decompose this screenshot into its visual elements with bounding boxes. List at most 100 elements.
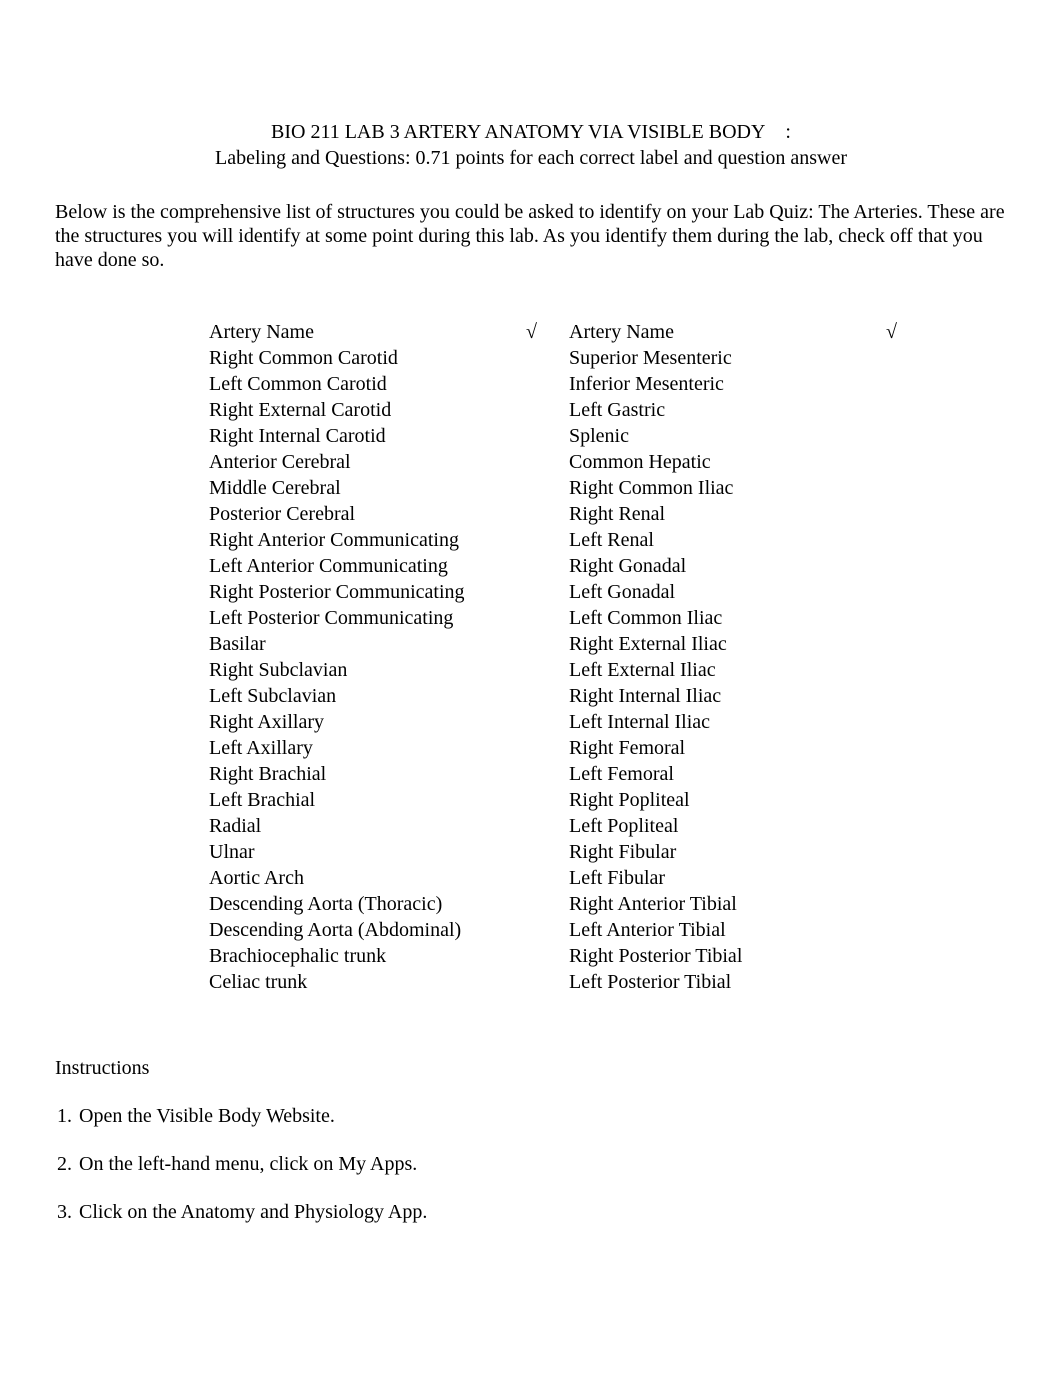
artery-name-cell: Left Anterior Communicating — [201, 554, 526, 580]
artery-check-cell — [526, 398, 561, 424]
table-row: Right Internal Carotid — [201, 424, 561, 450]
artery-name-cell: Celiac trunk — [201, 970, 526, 996]
table-row: Right Anterior Tibial — [561, 892, 921, 918]
table-row: Left External Iliac — [561, 658, 921, 684]
table-row: Right Fibular — [561, 840, 921, 866]
table-row: Right Common Carotid — [201, 346, 561, 372]
artery-name-cell: Left Gastric — [561, 398, 886, 424]
table-row: Left Femoral — [561, 762, 921, 788]
artery-check-cell — [886, 840, 921, 866]
artery-name-cell: Left Common Carotid — [201, 372, 526, 398]
table-row: Brachiocephalic trunk — [201, 944, 561, 970]
artery-name-cell: Left Posterior Communicating — [201, 606, 526, 632]
table-row: Right Gonadal — [561, 554, 921, 580]
artery-name-cell: Superior Mesenteric — [561, 346, 886, 372]
artery-check-cell — [526, 840, 561, 866]
artery-check-cell — [886, 788, 921, 814]
artery-name-cell: Right Femoral — [561, 736, 886, 762]
table-header-name: Artery Name — [201, 320, 526, 346]
artery-check-cell — [886, 892, 921, 918]
table-row: Right Posterior Tibial — [561, 944, 921, 970]
artery-name-cell: Right Common Carotid — [201, 346, 526, 372]
artery-name-cell: Descending Aorta (Abdominal) — [201, 918, 526, 944]
artery-name-cell: Ulnar — [201, 840, 526, 866]
table-row: Descending Aorta (Abdominal) — [201, 918, 561, 944]
artery-check-cell — [886, 398, 921, 424]
artery-check-cell — [526, 970, 561, 996]
table-row: Middle Cerebral — [201, 476, 561, 502]
artery-check-cell — [526, 632, 561, 658]
artery-check-cell — [526, 762, 561, 788]
title-colon: : — [785, 121, 791, 143]
artery-name-cell: Right Internal Carotid — [201, 424, 526, 450]
artery-check-cell — [526, 736, 561, 762]
instruction-item: On the left-hand menu, click on My Apps. — [77, 1152, 1007, 1176]
table-row: Left Popliteal — [561, 814, 921, 840]
table-row: Radial — [201, 814, 561, 840]
table-row: Basilar — [201, 632, 561, 658]
artery-table-right: Artery Name √ Superior MesentericInferio… — [561, 320, 921, 996]
artery-check-cell — [886, 372, 921, 398]
artery-name-cell: Right Subclavian — [201, 658, 526, 684]
artery-check-cell — [886, 502, 921, 528]
instructions-heading: Instructions — [55, 1056, 1007, 1080]
artery-name-cell: Left Gonadal — [561, 580, 886, 606]
table-row: Right External Carotid — [201, 398, 561, 424]
artery-name-cell: Brachiocephalic trunk — [201, 944, 526, 970]
table-row: Left Subclavian — [201, 684, 561, 710]
artery-check-cell — [886, 450, 921, 476]
table-row: Right Common Iliac — [561, 476, 921, 502]
artery-check-cell — [886, 346, 921, 372]
table-row: Left Anterior Communicating — [201, 554, 561, 580]
title-text: BIO 211 LAB 3 ARTERY ANATOMY VIA VISIBLE… — [271, 121, 765, 143]
artery-check-cell — [526, 372, 561, 398]
artery-check-cell — [886, 658, 921, 684]
title-line-2: Labeling and Questions: 0.71 points for … — [55, 146, 1007, 170]
table-header-check: √ — [886, 320, 921, 346]
table-row: Superior Mesenteric — [561, 346, 921, 372]
table-row: Left Anterior Tibial — [561, 918, 921, 944]
table-row: Right External Iliac — [561, 632, 921, 658]
artery-check-cell — [526, 892, 561, 918]
artery-name-cell: Middle Cerebral — [201, 476, 526, 502]
table-row: Left Gastric — [561, 398, 921, 424]
artery-name-cell: Left Axillary — [201, 736, 526, 762]
artery-check-cell — [526, 476, 561, 502]
artery-name-cell: Common Hepatic — [561, 450, 886, 476]
table-row: Right Popliteal — [561, 788, 921, 814]
artery-name-cell: Left Subclavian — [201, 684, 526, 710]
artery-check-cell — [526, 866, 561, 892]
artery-check-cell — [886, 866, 921, 892]
artery-name-cell: Left Anterior Tibial — [561, 918, 886, 944]
artery-name-cell: Left Posterior Tibial — [561, 970, 886, 996]
table-row: Descending Aorta (Thoracic) — [201, 892, 561, 918]
artery-name-cell: Left Internal Iliac — [561, 710, 886, 736]
table-row: Left Internal Iliac — [561, 710, 921, 736]
table-row: Right Subclavian — [201, 658, 561, 684]
artery-check-cell — [526, 658, 561, 684]
artery-name-cell: Left Renal — [561, 528, 886, 554]
artery-check-cell — [886, 918, 921, 944]
table-row: Right Anterior Communicating — [201, 528, 561, 554]
instruction-item: Open the Visible Body Website. — [77, 1104, 1007, 1128]
artery-check-cell — [526, 918, 561, 944]
artery-name-cell: Right Internal Iliac — [561, 684, 886, 710]
artery-name-cell: Inferior Mesenteric — [561, 372, 886, 398]
artery-check-cell — [886, 970, 921, 996]
artery-name-cell: Aortic Arch — [201, 866, 526, 892]
artery-name-cell: Radial — [201, 814, 526, 840]
artery-name-cell: Right Common Iliac — [561, 476, 886, 502]
table-header-name: Artery Name — [561, 320, 886, 346]
artery-check-cell — [886, 814, 921, 840]
title-block: BIO 211 LAB 3 ARTERY ANATOMY VIA VISIBLE… — [55, 120, 1007, 170]
artery-check-cell — [886, 554, 921, 580]
artery-check-cell — [526, 606, 561, 632]
artery-check-cell — [886, 762, 921, 788]
artery-check-cell — [886, 580, 921, 606]
artery-check-cell — [886, 606, 921, 632]
table-row: Right Internal Iliac — [561, 684, 921, 710]
table-row: Left Renal — [561, 528, 921, 554]
table-row: Splenic — [561, 424, 921, 450]
artery-name-cell: Left Popliteal — [561, 814, 886, 840]
artery-name-cell: Left Fibular — [561, 866, 886, 892]
